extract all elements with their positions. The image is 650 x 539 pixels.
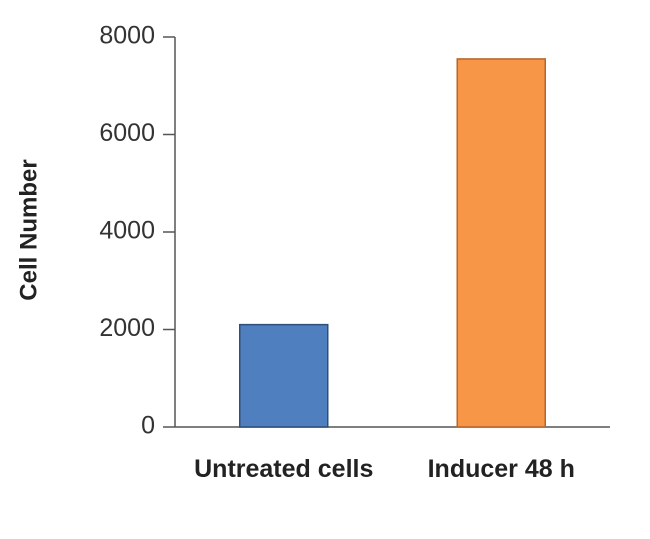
y-axis-label: Cell Number [15,159,42,300]
y-tick-label: 0 [141,412,155,440]
x-tick-label: Untreated cells [194,455,374,483]
bar [239,323,329,428]
bar [456,58,546,428]
y-tick-label: 8000 [99,22,155,50]
y-tick-label: 4000 [99,217,155,245]
y-tick-label: 6000 [99,119,155,147]
x-tick-label: Inducer 48 h [427,455,575,483]
y-tick-label: 2000 [99,314,155,342]
